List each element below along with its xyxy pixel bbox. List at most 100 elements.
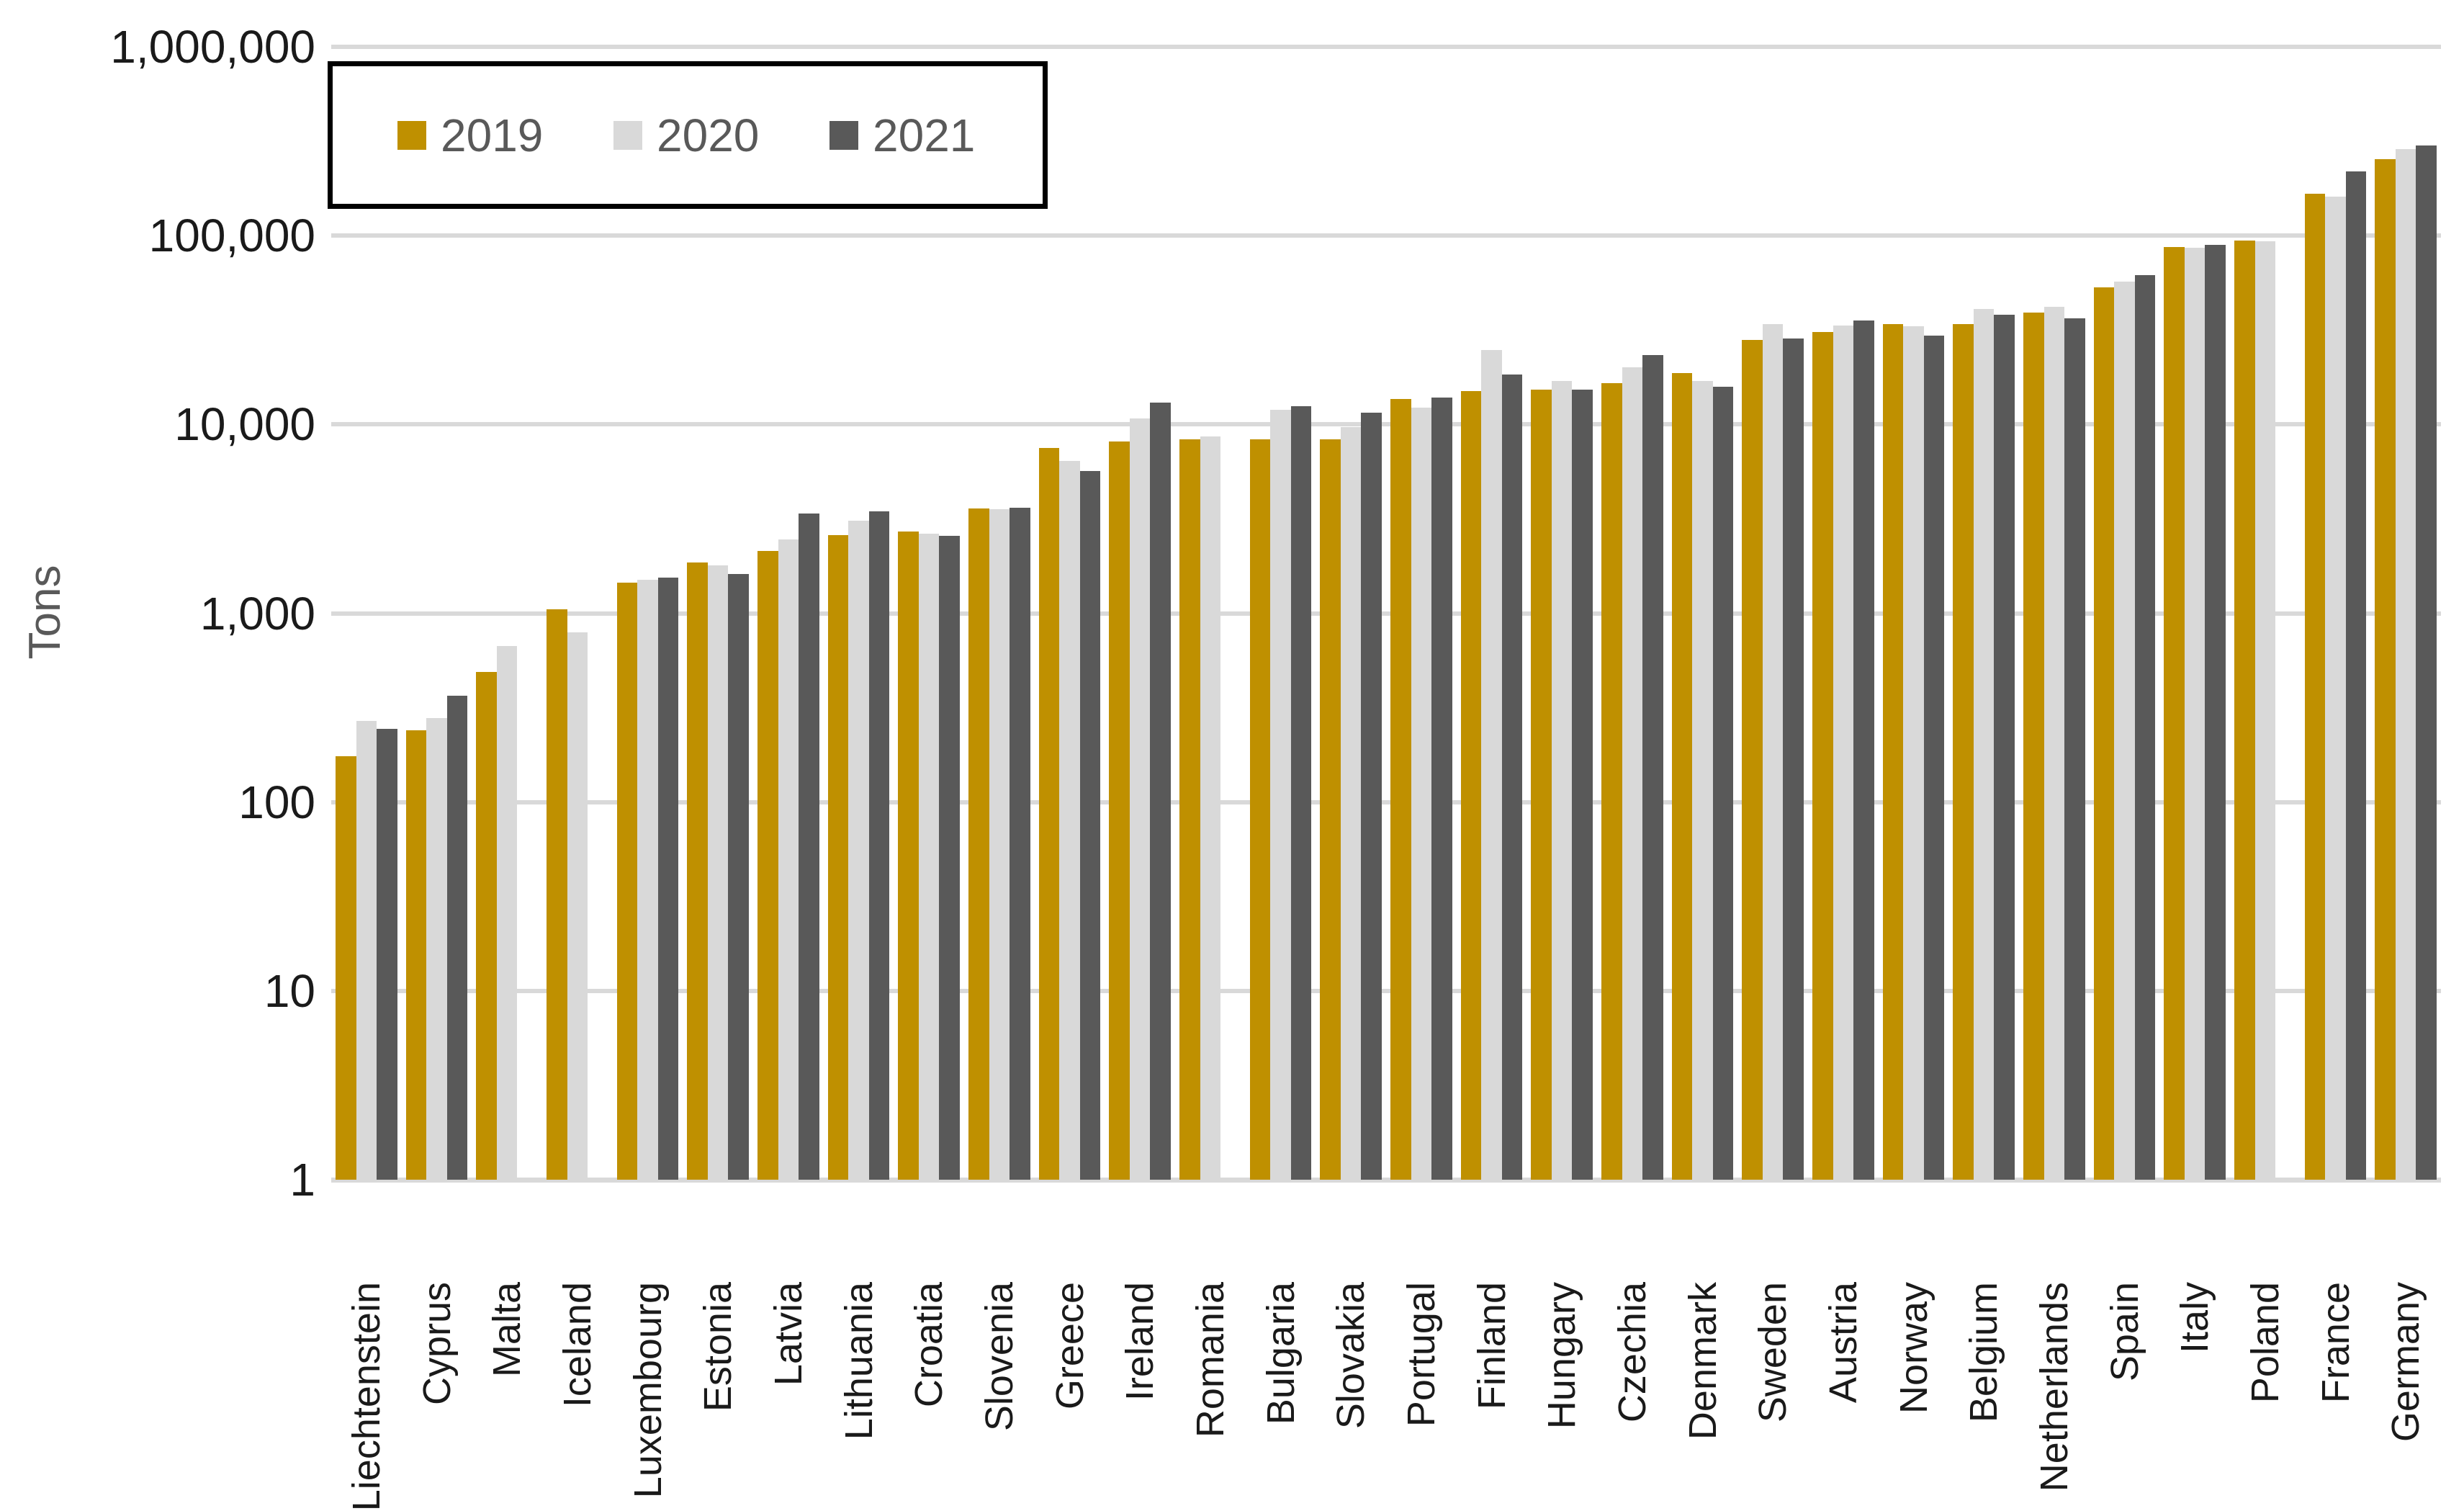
bar-bulgaria-2019 [1249,439,1271,1180]
bar-germany-2019 [2375,158,2396,1180]
bar-portugal-2021 [1431,397,1452,1180]
bar-belgium-2019 [1953,323,1974,1180]
gridline-10000 [331,422,2441,427]
bar-lithuania-2020 [848,520,869,1180]
bar-malta-2019 [476,671,497,1180]
bar-slovenia-2020 [989,508,1010,1180]
x-tick-label-iceland: Iceland [555,1282,599,1408]
x-tick-label-spain: Spain [2103,1282,2146,1382]
gridline-1000 [331,611,2441,616]
x-tick-label-bulgaria: Bulgaria [1259,1282,1303,1425]
bar-hungary-2021 [1572,389,1593,1180]
bar-norway-2020 [1903,326,1924,1180]
bar-netherlands-2019 [2023,313,2044,1180]
bar-netherlands-2021 [2064,318,2085,1180]
bar-slovakia-2021 [1361,412,1382,1180]
bar-norway-2019 [1882,323,1904,1180]
bar-denmark-2021 [1712,387,1734,1180]
x-tick-label-hungary: Hungary [1540,1282,1584,1430]
bar-hungary-2019 [1531,389,1552,1180]
bar-italy-2020 [2184,247,2206,1180]
bar-liechtenstein-2020 [356,720,377,1180]
y-tick-label: 1 [289,1154,315,1206]
bar-sweden-2019 [1742,340,1763,1180]
x-tick-label-finland: Finland [1470,1282,1514,1410]
x-tick-label-latvia: Latvia [766,1282,810,1386]
bar-finland-2020 [1481,350,1502,1180]
bar-liechtenstein-2021 [377,728,397,1180]
x-tick-label-norway: Norway [1892,1282,1935,1414]
bar-greece-2019 [1038,448,1060,1180]
bar-luxembourg-2021 [657,577,679,1180]
bar-cyprus-2021 [446,695,468,1180]
bar-hungary-2020 [1551,380,1573,1180]
bar-luxembourg-2019 [616,583,638,1180]
bar-latvia-2020 [778,539,799,1180]
x-tick-label-denmark: Denmark [1681,1282,1725,1440]
bar-romania-2020 [1200,436,1221,1180]
legend-item-2021: 2021 [829,66,975,204]
legend-label-2019: 2019 [441,109,544,161]
bar-austria-2020 [1833,325,1854,1180]
y-tick-label: 100,000 [148,210,315,262]
bar-poland-2019 [2234,241,2255,1180]
bar-sweden-2020 [1762,323,1784,1180]
bar-croatia-2019 [898,531,919,1180]
gridline-1000000 [331,45,2441,49]
y-tick-label: 100 [238,776,315,828]
bar-italy-2021 [2205,245,2226,1180]
bar-slovakia-2020 [1340,426,1362,1180]
x-tick-label-malta: Malta [485,1282,529,1378]
bar-slovakia-2019 [1320,439,1341,1180]
bar-liechtenstein-2019 [336,756,356,1180]
bar-denmark-2020 [1692,380,1713,1180]
bar-france-2019 [2304,194,2326,1180]
x-tick-label-croatia: Croatia [907,1282,951,1408]
bar-cyprus-2019 [405,730,427,1180]
legend-swatch-2020 [613,120,642,150]
legend: 2019 2020 2021 [328,61,1048,209]
bar-lithuania-2019 [827,534,849,1180]
x-tick-label-cyprus: Cyprus [415,1282,459,1406]
bar-slovenia-2021 [1010,508,1030,1180]
bar-netherlands-2020 [2043,306,2065,1180]
x-tick-label-poland: Poland [2243,1282,2287,1404]
bar-finland-2021 [1501,374,1523,1180]
x-tick-label-slovenia: Slovenia [977,1282,1021,1432]
x-tick-label-italy: Italy [2173,1282,2217,1354]
legend-swatch-2021 [829,120,858,150]
bar-spain-2021 [2134,274,2156,1180]
bar-czechia-2021 [1642,354,1663,1180]
gridline-100 [331,799,2441,804]
bar-germany-2020 [2395,149,2416,1180]
bar-austria-2021 [1853,320,1874,1180]
bar-germany-2021 [2416,145,2437,1180]
bar-france-2020 [2325,196,2346,1180]
bar-estonia-2020 [707,565,729,1180]
bar-iceland-2019 [547,609,567,1180]
bar-iceland-2020 [567,632,588,1180]
x-tick-label-portugal: Portugal [1399,1282,1443,1427]
bar-latvia-2019 [757,550,778,1180]
x-tick-label-liechtenstein: Liechtenstein [344,1282,388,1511]
gridline-1 [331,1178,2441,1183]
bar-estonia-2019 [687,562,708,1180]
bar-slovenia-2019 [968,508,989,1180]
y-tick-label: 10,000 [174,398,315,451]
bar-croatia-2020 [918,533,940,1180]
legend-label-2020: 2020 [657,109,760,161]
bar-denmark-2019 [1671,373,1693,1180]
x-tick-label-belgium: Belgium [1962,1282,2006,1423]
bar-luxembourg-2020 [637,580,658,1180]
x-tick-label-sweden: Sweden [1751,1282,1795,1423]
legend-item-2019: 2019 [397,66,543,204]
bar-spain-2019 [2093,287,2115,1180]
bar-france-2021 [2345,171,2367,1180]
x-tick-label-ireland: Ireland [1118,1282,1162,1402]
legend-label-2021: 2021 [873,109,976,161]
bar-greece-2020 [1059,461,1080,1180]
x-tick-label-estonia: Estonia [696,1282,740,1412]
bar-ireland-2019 [1109,441,1130,1180]
